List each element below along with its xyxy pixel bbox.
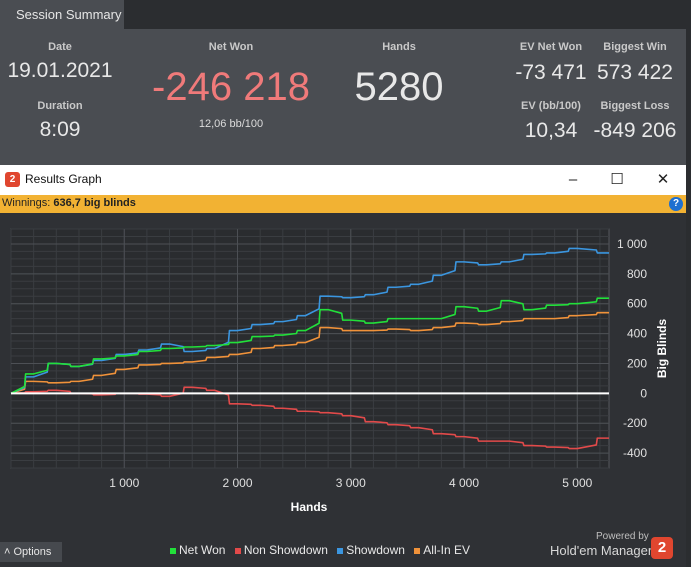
session-summary-panel: Date 19.01.2021 Duration 8:09 Net Won -2… — [0, 29, 686, 165]
close-button[interactable]: ✕ — [656, 171, 670, 188]
ev-net-won-label: EV Net Won — [519, 41, 583, 53]
legend-swatch — [337, 547, 344, 554]
chart-legend: Net Won Non Showdown Showdown All-In EV — [170, 543, 476, 557]
x-tick-labels: 1 000 2 000 3 000 4 000 5 000 — [109, 476, 592, 490]
hm2-logo-icon: 2 — [5, 172, 20, 187]
hands-label: Hands — [382, 41, 416, 53]
net-won-label: Net Won — [208, 41, 254, 53]
options-button[interactable]: ˄ Options — [0, 542, 62, 562]
hands-value: 5280 — [354, 65, 444, 109]
x-axis-label: Hands — [291, 500, 328, 514]
y-tick-label: 200 — [627, 356, 647, 370]
y-tick-labels: -400 -200 0 200 400 600 800 1 000 — [617, 237, 647, 460]
legend-swatch — [414, 547, 421, 554]
help-icon[interactable]: ? — [669, 197, 683, 211]
biggest-win-label: Biggest Win — [603, 41, 667, 53]
x-tick-label: 3 000 — [336, 476, 366, 490]
y-tick-label: 1 000 — [617, 237, 647, 251]
y-tick-label: 0 — [640, 386, 647, 400]
legend-item[interactable]: Net Won — [170, 543, 225, 557]
tab-session-summary[interactable]: Session Summary — [0, 0, 124, 29]
options-label: Options — [13, 546, 52, 558]
winnings-text: Winnings: 636,7 big blinds — [2, 197, 136, 209]
legend-item[interactable]: Non Showdown — [234, 543, 328, 557]
biggest-loss-value: -849 206 — [593, 119, 677, 142]
y-tick-label: -200 — [623, 416, 647, 430]
x-tick-label: 2 000 — [222, 476, 252, 490]
x-tick-label: 5 000 — [562, 476, 592, 490]
legend-label: Net Won — [179, 543, 226, 557]
legend-swatch — [234, 547, 241, 554]
ev-bb100-value: 10,34 — [524, 119, 578, 142]
duration-label: Duration — [37, 100, 83, 112]
powered-by-text: Powered by — [596, 531, 649, 542]
legend-label: All-In EV — [423, 543, 470, 557]
tab-bar: Session Summary — [0, 0, 691, 29]
legend-label: Showdown — [346, 543, 405, 557]
series-line-net-won — [10, 297, 609, 395]
legend-item[interactable]: All-In EV — [414, 543, 470, 557]
winnings-label: Winnings: — [2, 197, 51, 209]
series-line-all-in-ev — [10, 311, 609, 395]
net-won-bb100: 12,06 bb/100 — [198, 118, 264, 130]
results-graph-area: 1 000 2 000 3 000 4 000 5 000 -400 -200 0 200 40… — [0, 213, 686, 567]
net-won-value: -246 218 — [152, 65, 310, 109]
brand-name: Hold'em Manager — [550, 543, 653, 558]
y-axis-label: Big Blinds — [655, 319, 669, 379]
legend-item[interactable]: Showdown — [337, 543, 405, 557]
ev-bb100-label: EV (bb/100) — [521, 100, 581, 112]
biggest-loss-label: Biggest Loss — [600, 100, 670, 112]
ev-net-won-value: -73 471 — [515, 61, 587, 84]
winnings-value: 636,7 big blinds — [53, 197, 136, 209]
results-graph-titlebar: 2 Results Graph – ☐ ✕ — [0, 165, 686, 195]
maximize-button[interactable]: ☐ — [610, 171, 624, 188]
hm2-brand-icon: 2 — [651, 537, 673, 559]
results-chart: 1 000 2 000 3 000 4 000 5 000 -400 -200 0 200 40… — [10, 228, 669, 514]
y-tick-label: 600 — [627, 297, 647, 311]
legend-label: Non Showdown — [243, 543, 328, 557]
date-label: Date — [48, 41, 72, 53]
winnings-bar: Winnings: 636,7 big blinds ? — [0, 195, 686, 213]
grid-lines — [10, 228, 609, 469]
y-tick-label: 800 — [627, 267, 647, 281]
y-tick-label: -400 — [623, 446, 647, 460]
x-tick-label: 4 000 — [449, 476, 479, 490]
date-value: 19.01.2021 — [7, 59, 113, 82]
chevron-up-icon: ˄ — [4, 546, 11, 558]
x-tick-label: 1 000 — [109, 476, 139, 490]
minimize-button[interactable]: – — [568, 171, 578, 188]
y-tick-label: 400 — [627, 327, 647, 341]
legend-swatch — [170, 547, 176, 554]
duration-value: 8:09 — [39, 118, 81, 141]
biggest-win-value: 573 422 — [597, 61, 673, 84]
window-title: Results Graph — [25, 172, 102, 186]
